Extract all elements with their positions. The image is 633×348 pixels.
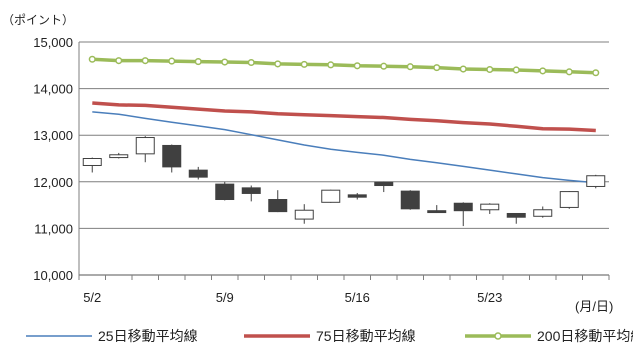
candle-body <box>162 144 182 168</box>
x-tick-labels: 5/2 5/9 5/16 5/23 <box>83 290 502 305</box>
legend-marker <box>494 332 502 340</box>
series-line <box>92 101 596 133</box>
candle-body <box>533 209 553 217</box>
series-point <box>406 63 414 71</box>
series-point <box>115 57 123 65</box>
series-point <box>300 60 308 68</box>
y-axis-label: （ポイント） <box>2 13 74 27</box>
x-tick-label: 5/9 <box>216 290 234 305</box>
series-point <box>247 58 255 67</box>
x-tick-label: 5/2 <box>83 290 101 305</box>
y-tick-label: 14,000 <box>33 82 73 97</box>
series-point <box>168 57 176 65</box>
candle-body <box>109 154 129 159</box>
y-tick-label: 12,000 <box>33 175 73 190</box>
series-point <box>380 62 388 70</box>
candle-body <box>400 190 420 210</box>
series-point <box>592 69 600 77</box>
candle-body <box>480 203 500 211</box>
series-point <box>327 61 335 69</box>
candle-body <box>215 183 235 201</box>
candle-body <box>268 199 288 213</box>
series-point <box>353 62 361 70</box>
series-point <box>486 65 494 74</box>
series-line <box>92 57 596 75</box>
series-point <box>433 64 441 72</box>
candle-body <box>453 202 473 212</box>
candle-body <box>135 137 155 155</box>
series-line <box>92 111 596 184</box>
candle-body <box>82 158 102 166</box>
series-point <box>221 58 229 66</box>
x-tick-label: 5/23 <box>477 290 502 305</box>
legend-label: 25日移動平均線 <box>98 328 198 344</box>
series-point <box>88 55 96 63</box>
series-point <box>512 66 520 74</box>
y-tick-label: 13,000 <box>33 128 73 143</box>
candle-body <box>374 181 394 187</box>
candle-body <box>321 189 341 203</box>
candle-body <box>294 209 314 220</box>
candlesticks <box>82 136 606 227</box>
y-tick-labels: 10,000 11,000 12,000 13,000 14,000 15,000 <box>33 35 73 283</box>
series-point <box>274 60 282 68</box>
series-point <box>539 67 547 75</box>
candle-body <box>347 194 367 198</box>
candle-body <box>559 191 579 208</box>
series-point <box>194 58 202 66</box>
candle-body <box>586 175 606 187</box>
candle-body <box>506 212 526 218</box>
x-axis-unit-label: (月/日) <box>575 299 613 314</box>
candle-body <box>188 169 208 178</box>
y-tick-label: 10,000 <box>33 268 73 283</box>
series-point <box>565 68 573 76</box>
candle-body <box>241 187 261 194</box>
series-point <box>459 65 467 73</box>
y-tick-label: 15,000 <box>33 35 73 50</box>
legend: 25日移動平均線 75日移動平均線 200日移動平均線 <box>26 328 633 344</box>
gridlines <box>78 41 610 280</box>
x-tick-label: 5/16 <box>345 290 370 305</box>
series-point <box>141 57 149 65</box>
legend-label: 75日移動平均線 <box>316 328 416 344</box>
moving-average-lines <box>88 55 600 184</box>
legend-label: 200日移動平均線 <box>537 328 633 344</box>
y-tick-label: 11,000 <box>34 221 73 236</box>
candle-body <box>427 210 447 214</box>
